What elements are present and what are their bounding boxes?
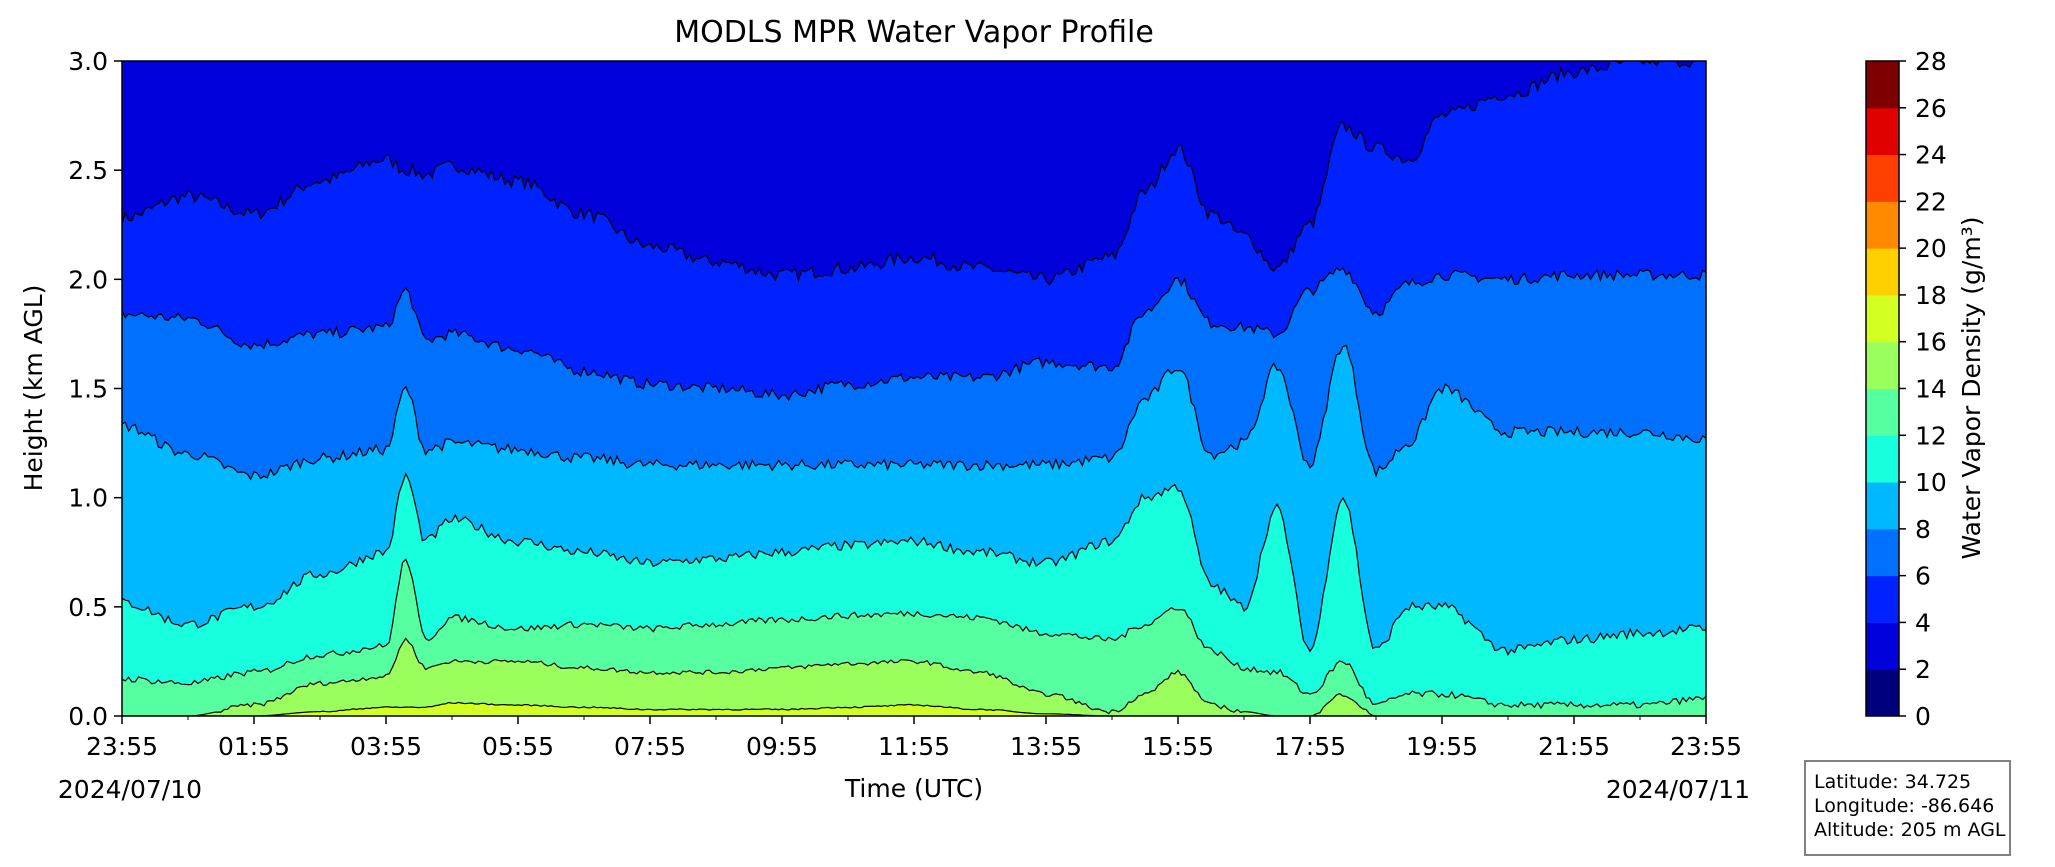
y-tick-label: 2.0 bbox=[68, 265, 108, 294]
x-tick-label: 07:55 bbox=[614, 732, 686, 761]
x-tick-label: 01:55 bbox=[218, 732, 290, 761]
x-tick-label: 05:55 bbox=[482, 732, 554, 761]
end-date-label: 2024/07/11 bbox=[1606, 775, 1750, 804]
colorbar-segment bbox=[1866, 622, 1899, 670]
x-tick-label: 09:55 bbox=[746, 732, 818, 761]
chart-title: MODLS MPR Water Vapor Profile bbox=[674, 15, 1154, 50]
colorbar-segment bbox=[1866, 669, 1899, 717]
colorbar-tick-label: 8 bbox=[1915, 515, 1931, 544]
contour-line-6 bbox=[122, 344, 1706, 481]
longitude-text: Longitude: -86.646 bbox=[1814, 795, 1995, 817]
x-axis-label: Time (UTC) bbox=[844, 774, 983, 803]
colorbar-segment bbox=[1866, 154, 1899, 202]
x-tick-label: 19:55 bbox=[1406, 732, 1478, 761]
y-tick-label: 1.0 bbox=[68, 484, 108, 513]
contour-line-4 bbox=[122, 266, 1706, 402]
colorbar-segment bbox=[1866, 482, 1899, 530]
band-above-12 bbox=[122, 638, 1706, 716]
x-axis: 23:55 01:55 03:55 05:55 07:55 09:55 11:55 13:55… bbox=[86, 716, 1742, 761]
colorbar-tick-label: 26 bbox=[1915, 94, 1947, 123]
y-axis-label: Height (km AGL) bbox=[19, 285, 48, 492]
colorbar-segment bbox=[1866, 294, 1899, 343]
colorbar-segment bbox=[1866, 435, 1899, 483]
colorbar-tick-label: 4 bbox=[1915, 608, 1931, 637]
colorbar-tick-label: 18 bbox=[1915, 281, 1947, 310]
colorbar-segment bbox=[1866, 575, 1899, 623]
x-tick-label: 11:55 bbox=[878, 732, 950, 761]
x-tick-label: 21:55 bbox=[1538, 732, 1610, 761]
x-tick-label: 13:55 bbox=[1010, 732, 1082, 761]
contour-line-14 bbox=[122, 701, 1706, 716]
contour-line-12 bbox=[122, 637, 1706, 716]
colorbar-tick-label: 16 bbox=[1915, 328, 1947, 357]
y-axis: 0.0 0.5 1.0 1.5 2.0 2.5 3.0 bbox=[68, 47, 122, 731]
colorbar-tick-label: 2 bbox=[1915, 655, 1931, 684]
altitude-text: Altitude: 205 m AGL bbox=[1814, 819, 2006, 841]
colorbar-segment bbox=[1866, 107, 1899, 156]
colorbar-segment bbox=[1866, 248, 1899, 296]
contour-line-2 bbox=[122, 61, 1706, 286]
y-tick-label: 2.5 bbox=[68, 156, 108, 185]
y-tick-label: 3.0 bbox=[68, 47, 108, 76]
y-tick-label: 1.5 bbox=[68, 375, 108, 404]
contour-line-10 bbox=[122, 558, 1706, 710]
colorbar-tick-label: 12 bbox=[1915, 421, 1947, 450]
colorbar-segment bbox=[1866, 528, 1899, 577]
colorbar-label: Water Vapor Density (g/m³) bbox=[1957, 217, 1986, 560]
x-tick-label: 03:55 bbox=[350, 732, 422, 761]
x-tick-label: 17:55 bbox=[1274, 732, 1346, 761]
colorbar-tick-label: 0 bbox=[1915, 702, 1931, 731]
x-tick-label: 23:55 bbox=[86, 732, 158, 761]
colorbar-tick-label: 24 bbox=[1915, 141, 1947, 170]
contour-line-8 bbox=[122, 471, 1706, 656]
x-tick-label: 15:55 bbox=[1142, 732, 1214, 761]
colorbar-segment bbox=[1866, 61, 1899, 109]
colorbar-tick-label: 28 bbox=[1915, 47, 1947, 76]
colorbar-segment bbox=[1866, 201, 1899, 249]
location-info-box: Latitude: 34.725 Longitude: -86.646 Alti… bbox=[1804, 760, 2011, 856]
colorbar-tick-label: 14 bbox=[1915, 375, 1947, 404]
colorbar-tick-label: 22 bbox=[1915, 187, 1947, 216]
latitude-text: Latitude: 34.725 bbox=[1814, 771, 1972, 793]
plot-area bbox=[122, 61, 1706, 716]
colorbar-segment bbox=[1866, 388, 1899, 436]
y-tick-label: 0.0 bbox=[68, 702, 108, 731]
colorbar-segment bbox=[1866, 341, 1899, 389]
y-tick-label: 0.5 bbox=[68, 593, 108, 622]
colorbar-tick-label: 6 bbox=[1915, 562, 1931, 591]
colorbar-tick-label: 20 bbox=[1915, 234, 1947, 263]
start-date-label: 2024/07/10 bbox=[58, 775, 202, 804]
x-tick-label: 23:55 bbox=[1670, 732, 1742, 761]
band-above-14 bbox=[122, 702, 1706, 716]
colorbar-tick-label: 10 bbox=[1915, 468, 1947, 497]
